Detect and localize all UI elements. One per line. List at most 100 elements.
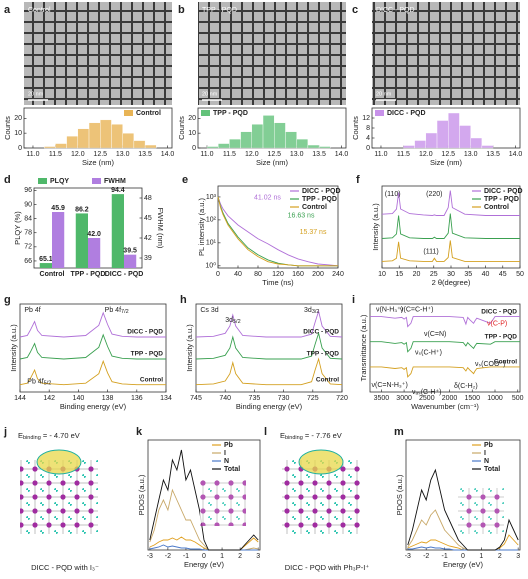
- legend-swatch: [92, 178, 101, 184]
- x-tick-label: 160: [292, 271, 304, 278]
- hist-bar: [262, 115, 275, 149]
- annotation: ν(C=N-H₃⁺): [372, 382, 408, 389]
- y2-tick-label: 39: [144, 255, 152, 262]
- series-line: [19, 359, 166, 386]
- x-tick-label: 0: [461, 553, 465, 560]
- image-label: TPP - PQD: [202, 7, 237, 14]
- x-tick-label: 14.0: [335, 151, 349, 158]
- annotation: Pb 4f7/2: [105, 307, 129, 316]
- bar: [52, 212, 65, 268]
- annotation: ν(C=C-H⁺): [400, 306, 433, 313]
- x-tick-label: 144: [14, 395, 26, 402]
- x-tick-label: 142: [43, 395, 55, 402]
- x-tick-label: 11.0: [374, 151, 387, 158]
- y-axis-title: PLQY (%): [13, 211, 22, 245]
- panel-letter: c: [352, 4, 358, 16]
- hist-bar: [285, 131, 297, 149]
- x-tick-label: 13.5: [138, 151, 152, 158]
- series-line: [370, 341, 520, 353]
- series-line: [381, 240, 520, 262]
- x-tick-label: -3: [147, 553, 153, 560]
- annotation-part: ν(C=N-H₃⁺): [372, 382, 408, 389]
- y-tick-label: 78: [24, 230, 32, 237]
- y-axis-title: PDOS (a.u.): [395, 474, 404, 515]
- annotation-part: (220): [426, 191, 442, 198]
- legend-label: Control: [484, 204, 509, 211]
- series-label: TPP - PQD: [485, 333, 518, 340]
- hist-bar: [318, 146, 331, 149]
- x-tick-label: 134: [160, 395, 172, 402]
- x-tick-label: 11.5: [49, 151, 62, 158]
- x-tick-label: 40: [234, 271, 242, 278]
- value-label: 45.9: [51, 205, 65, 212]
- y-tick-label: 10: [14, 130, 22, 137]
- annotation: δ(C-H₂): [454, 383, 478, 390]
- x-tick-label: 725: [307, 395, 319, 402]
- y-axis-title: Counts: [351, 116, 360, 140]
- y-tick-label: 66: [24, 258, 32, 265]
- annotation-part: 3d: [304, 307, 312, 314]
- x-tick-label: 1000: [487, 395, 503, 402]
- annotation-part: 5/2: [44, 381, 52, 387]
- legend-swatch: [201, 110, 210, 116]
- panel-letter: a: [4, 4, 11, 16]
- annotation: 15.37 ns: [300, 229, 327, 236]
- binding-energy-part: binding: [285, 435, 303, 441]
- x-tick-label: 12.5: [267, 151, 281, 158]
- x-tick-label: 12.5: [441, 151, 455, 158]
- x-axis-title: Binding energy (eV): [236, 402, 303, 411]
- annotation: ν(C=N): [424, 331, 446, 338]
- x-axis-title: Wavenumber (cm⁻¹): [411, 402, 479, 411]
- annotation-part: Pb 4f: [105, 307, 121, 314]
- x-tick-label: 11.0: [200, 151, 213, 158]
- annotation: 3d5/2: [225, 317, 240, 326]
- annotation: Pb 4f: [24, 307, 40, 314]
- y-tick-label: 0: [192, 145, 196, 152]
- annotation: ν(N-H₃⁺): [376, 306, 403, 313]
- series-label: TPP - PQD: [131, 351, 164, 358]
- x-tick-label: 13.5: [486, 151, 500, 158]
- hist-bar: [88, 122, 101, 149]
- annotation: (110): [385, 191, 401, 198]
- panel-letter: l: [264, 426, 267, 438]
- hist-bar: [425, 132, 438, 149]
- x-tick-label: 120: [272, 271, 284, 278]
- panel-letter: j: [3, 426, 7, 438]
- hist-bar: [296, 138, 309, 149]
- x-tick-label: -2: [423, 553, 429, 560]
- hist-bar: [100, 119, 112, 149]
- binding-energy-part: E: [18, 431, 23, 440]
- x-tick-label: 3: [516, 553, 520, 560]
- panel-letter: i: [352, 294, 355, 306]
- annotation-part: 5/2: [233, 319, 241, 325]
- x-tick-label: 12.5: [93, 151, 107, 158]
- series-line: [370, 366, 520, 378]
- annotation-part: 3/2: [312, 310, 320, 316]
- hist-bar: [111, 124, 123, 149]
- x-tick-label: 140: [73, 395, 85, 402]
- hist-bar: [470, 137, 483, 149]
- x-tick-label: 730: [278, 395, 290, 402]
- y-tick-label: 20: [14, 115, 22, 122]
- x-tick-label: 2: [238, 553, 242, 560]
- series-label: Control: [494, 359, 517, 366]
- y2-tick-label: 42: [144, 235, 152, 242]
- bar: [124, 254, 137, 268]
- series-line: [19, 333, 166, 360]
- annotation-part: (110): [385, 191, 401, 198]
- x-tick-label: -2: [165, 553, 171, 560]
- structure-caption: DICC - PQD with I₃⁻: [31, 563, 99, 572]
- hist-bar: [55, 143, 67, 149]
- panel-letter: g: [4, 294, 11, 306]
- y-axis-title: Intensity (a.u.): [185, 324, 194, 372]
- hist-bar: [481, 145, 494, 149]
- legend-label: Pb: [484, 442, 493, 449]
- x-tick-label: 3000: [396, 395, 412, 402]
- x-tick-label: 14.0: [509, 151, 523, 158]
- x-tick-label: 12.0: [71, 151, 85, 158]
- hist-bar: [403, 145, 415, 149]
- y-tick-label: 96: [24, 187, 32, 194]
- x-axis-title: 2 θ(degree): [432, 278, 471, 287]
- legend-label: PLQY: [50, 178, 69, 185]
- legend-label: Pb: [224, 442, 233, 449]
